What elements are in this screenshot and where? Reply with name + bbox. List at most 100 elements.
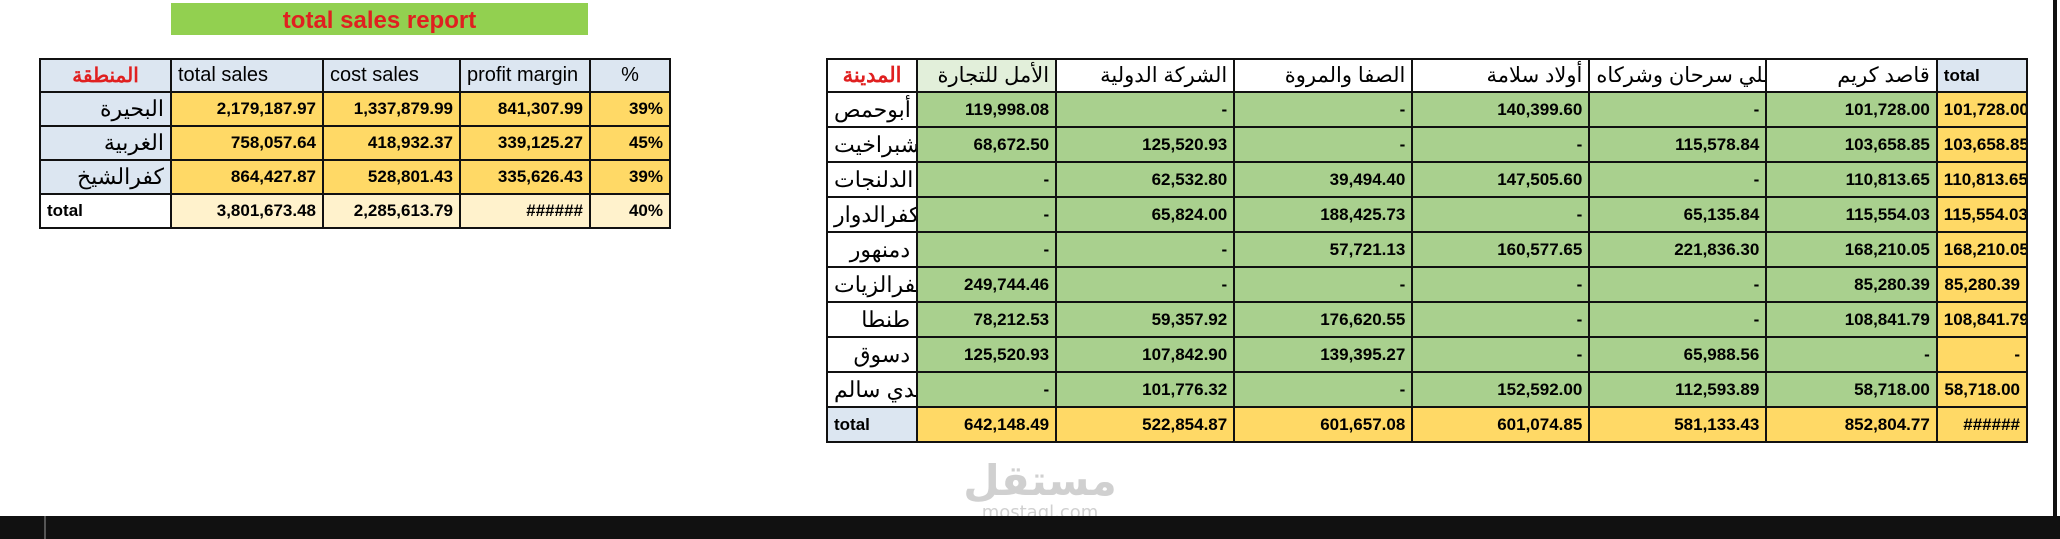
region-name-cell: البحيرة bbox=[39, 91, 172, 127]
value-cell-safa-marwa: 188,425.73 bbox=[1233, 196, 1414, 233]
value-cell-international: 522,854.87 bbox=[1055, 406, 1236, 443]
value-cell-international: 107,842.90 bbox=[1055, 336, 1236, 373]
region-row: الغربية 758,057.64 418,932.37 339,125.27 45% bbox=[39, 125, 671, 161]
city-name-cell: سيدي سالم bbox=[825, 371, 919, 408]
header-region: المنطقة bbox=[39, 58, 172, 93]
header-company-international: الشركة الدولية bbox=[1055, 58, 1236, 93]
value-cell-awlad-salama: - bbox=[1411, 336, 1591, 373]
bottom-bar-divider bbox=[44, 516, 46, 539]
city-row: دمنهور - -57,721.13 160,577.65 221,836.30 168… bbox=[825, 231, 2029, 268]
region-row: البحيرة 2,179,187.97 1,337,879.99 841,307.9… bbox=[39, 91, 671, 127]
value-cell-amal: 642,148.49 bbox=[916, 406, 1058, 443]
region-header-row: المنطقة total sales cost sales profit ma… bbox=[39, 58, 671, 93]
value-cell-ali-sarhan: 221,836.30 bbox=[1588, 231, 1768, 268]
city-row: كفرالزيات 249,744.46- - - -85,280.39 85,280.3… bbox=[825, 266, 2029, 303]
report-title: total sales report bbox=[171, 3, 588, 35]
city-total-row: total 642,148.49 522,854.87 601,657.08 601,0… bbox=[825, 406, 2029, 443]
profit-margin-cell: ###### bbox=[459, 193, 591, 229]
value-cell-qased-karim: 101,728.00 bbox=[1765, 91, 1938, 128]
value-cell-qased-karim: 115,554.03 bbox=[1765, 196, 1938, 233]
city-row: دسوق 125,520.93 107,842.90 139,395.27-65,98… bbox=[825, 336, 2029, 373]
value-cell-international: - bbox=[1055, 266, 1236, 303]
value-cell-awlad-salama: 147,505.60 bbox=[1411, 161, 1591, 198]
value-cell-international: 125,520.93 bbox=[1055, 126, 1236, 163]
value-cell-amal: - bbox=[916, 196, 1058, 233]
city-name-cell: شبراخيت bbox=[825, 126, 919, 163]
region-name-cell: الغربية bbox=[39, 125, 172, 161]
cost-sales-cell: 1,337,879.99 bbox=[322, 91, 461, 127]
percent-cell: 45% bbox=[589, 125, 671, 161]
percent-cell: 39% bbox=[589, 159, 671, 195]
city-name-cell: دمنهور bbox=[825, 231, 919, 268]
value-cell-ali-sarhan: 112,593.89 bbox=[1588, 371, 1768, 408]
city-name-cell: كفرالزيات bbox=[825, 266, 919, 303]
profit-margin-cell: 841,307.99 bbox=[459, 91, 591, 127]
header-total: total bbox=[1935, 58, 2029, 93]
value-cell-safa-marwa: 39,494.40 bbox=[1233, 161, 1414, 198]
header-company-safa-marwa: الصفا والمروة bbox=[1233, 58, 1414, 93]
region-summary-table: المنطقة total sales cost sales profit ma… bbox=[39, 58, 671, 229]
value-cell-international: 62,532.80 bbox=[1055, 161, 1236, 198]
city-name-cell: كفرالدوار bbox=[825, 196, 919, 233]
value-cell-qased-karim: 168,210.05 bbox=[1765, 231, 1938, 268]
cost-sales-cell: 528,801.43 bbox=[322, 159, 461, 195]
header-total-sales: total sales bbox=[170, 58, 324, 93]
value-cell-amal: - bbox=[916, 231, 1058, 268]
value-cell-total: 85,280.39 bbox=[1935, 266, 2029, 303]
cost-sales-cell: 418,932.37 bbox=[322, 125, 461, 161]
city-row: طنطا 78,212.53 59,357.92 176,620.55- -108,84… bbox=[825, 301, 2029, 338]
city-name-cell: دسوق bbox=[825, 336, 919, 373]
city-name-cell: طنطا bbox=[825, 301, 919, 338]
value-cell-safa-marwa: 139,395.27 bbox=[1233, 336, 1414, 373]
watermark-arabic: مستقل bbox=[963, 456, 1117, 505]
total-sales-cell: 3,801,673.48 bbox=[170, 193, 324, 229]
value-cell-qased-karim: 110,813.65 bbox=[1765, 161, 1938, 198]
value-cell-ali-sarhan: - bbox=[1588, 161, 1768, 198]
value-cell-ali-sarhan: 65,988.56 bbox=[1588, 336, 1768, 373]
value-cell-amal: 68,672.50 bbox=[916, 126, 1058, 163]
percent-cell: 39% bbox=[589, 91, 671, 127]
value-cell-total: ###### bbox=[1935, 406, 2029, 443]
profit-margin-cell: 339,125.27 bbox=[459, 125, 591, 161]
header-company-awlad-salama: أولاد سلامة bbox=[1411, 58, 1591, 93]
value-cell-total: 110,813.65 bbox=[1935, 161, 2029, 198]
cost-sales-cell: 2,285,613.79 bbox=[322, 193, 461, 229]
bottom-bar bbox=[0, 516, 2060, 539]
value-cell-awlad-salama: 140,399.60 bbox=[1411, 91, 1591, 128]
total-sales-cell: 2,179,187.97 bbox=[170, 91, 324, 127]
city-header-row: المدينة الأمل للتجارة الشركة الدولية الص… bbox=[825, 58, 2029, 93]
value-cell-safa-marwa: - bbox=[1233, 91, 1414, 128]
city-row: كفرالدوار -65,824.00 188,425.73-65,135.84 1… bbox=[825, 196, 2029, 233]
value-cell-awlad-salama: - bbox=[1411, 301, 1591, 338]
region-total-row: total 3,801,673.48 2,285,613.79 ###### 40% bbox=[39, 193, 671, 229]
header-percent: % bbox=[589, 58, 671, 93]
value-cell-international: 65,824.00 bbox=[1055, 196, 1236, 233]
value-cell-safa-marwa: - bbox=[1233, 371, 1414, 408]
value-cell-awlad-salama: - bbox=[1411, 266, 1591, 303]
value-cell-total: - bbox=[1935, 336, 2029, 373]
value-cell-total: 168,210.05 bbox=[1935, 231, 2029, 268]
value-cell-amal: 249,744.46 bbox=[916, 266, 1058, 303]
header-city: المدينة bbox=[825, 58, 919, 93]
city-row: الدلنجات -62,532.80 39,494.40 147,505.60-11… bbox=[825, 161, 2029, 198]
value-cell-ali-sarhan: - bbox=[1588, 266, 1768, 303]
city-row: أبوحمص 119,998.08- -140,399.60-101,728.00 1… bbox=[825, 91, 2029, 128]
city-name-cell: أبوحمص bbox=[825, 91, 919, 128]
value-cell-awlad-salama: - bbox=[1411, 196, 1591, 233]
value-cell-qased-karim: 58,718.00 bbox=[1765, 371, 1938, 408]
value-cell-qased-karim: 85,280.39 bbox=[1765, 266, 1938, 303]
value-cell-total: 108,841.79 bbox=[1935, 301, 2029, 338]
value-cell-total: 101,728.00 bbox=[1935, 91, 2029, 128]
value-cell-safa-marwa: 601,657.08 bbox=[1233, 406, 1414, 443]
city-row: سيدي سالم-101,776.32-152,592.00112,593.8… bbox=[825, 371, 2029, 408]
value-cell-qased-karim: - bbox=[1765, 336, 1938, 373]
sheet-right-border bbox=[2053, 0, 2057, 539]
value-cell-ali-sarhan: 115,578.84 bbox=[1588, 126, 1768, 163]
value-cell-ali-sarhan: - bbox=[1588, 301, 1768, 338]
region-name-cell: كفرالشيخ bbox=[39, 159, 172, 195]
header-cost-sales: cost sales bbox=[322, 58, 461, 93]
header-profit-margin: profit margin bbox=[459, 58, 591, 93]
value-cell-awlad-salama: 160,577.65 bbox=[1411, 231, 1591, 268]
value-cell-amal: - bbox=[916, 371, 1058, 408]
